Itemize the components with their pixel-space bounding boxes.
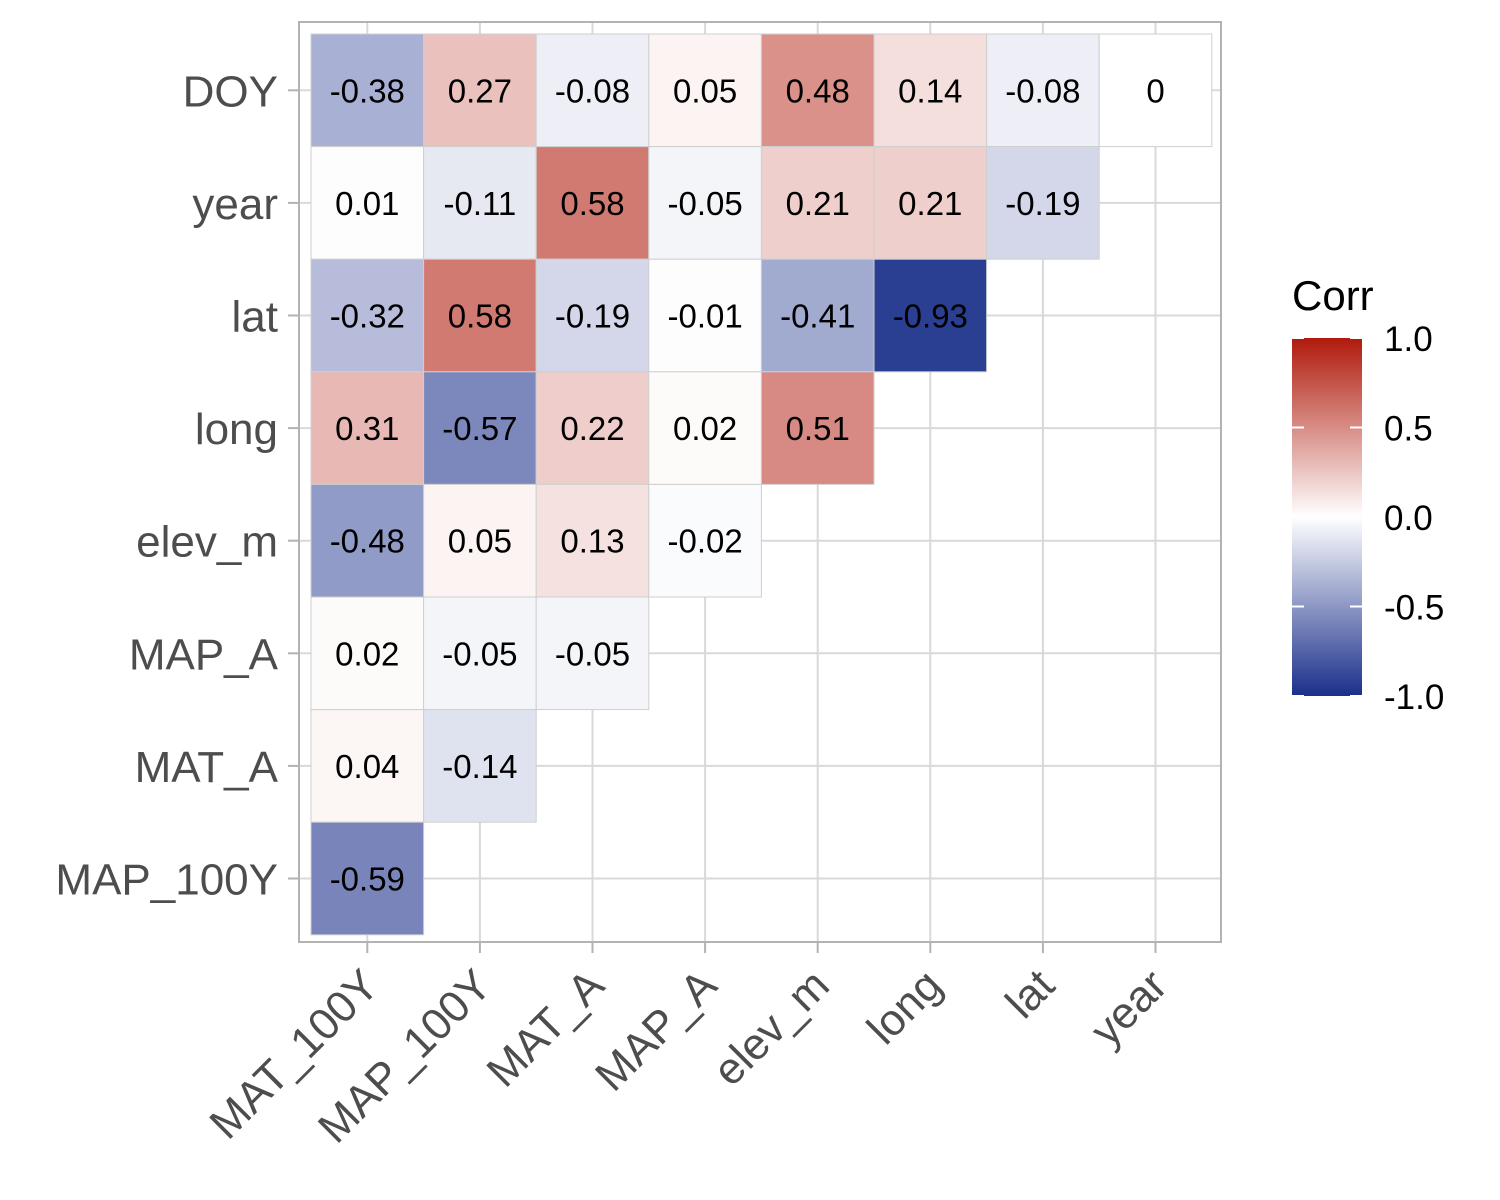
y-tick-label: elev_m (136, 518, 278, 567)
x-tick-label: MAT_A (477, 960, 614, 1097)
heatmap-cell (648, 33, 762, 148)
y-tick-label: MAP_A (129, 630, 279, 679)
cell-value-label: 0.21 (898, 185, 962, 222)
cell-value-label: 0.27 (448, 72, 512, 109)
cell-value-label: -0.01 (667, 298, 742, 335)
legend-title: Corr (1292, 272, 1374, 319)
cell-value-label: 0.31 (335, 410, 399, 447)
heatmap-cell (873, 258, 988, 373)
cell-value-label: -0.38 (330, 72, 405, 109)
heatmap-cell (648, 371, 762, 485)
heatmap-cell (535, 146, 650, 260)
cell-value-label: 0 (1146, 72, 1164, 109)
heatmap-cell (873, 33, 988, 148)
heatmap-cell (310, 483, 425, 598)
cell-value-label: -0.41 (780, 298, 855, 335)
x-tick-label: year (1081, 960, 1176, 1055)
cell-value-label: -0.59 (330, 861, 405, 898)
heatmap-cell (648, 146, 762, 260)
heatmap-cell (310, 33, 425, 148)
heatmap-cells: -0.38 0.27 -0.08 0.05 0.48 0.14 -0.08 0 0.01 -0.1… (310, 33, 1213, 936)
x-tick-label: long (858, 960, 951, 1053)
cell-value-label: 0.01 (335, 185, 399, 222)
heatmap-cell (423, 596, 537, 711)
y-tick-label: lat (232, 293, 278, 342)
cell-value-label: 0.51 (786, 410, 850, 447)
x-tick-label: elev_m (704, 960, 839, 1095)
x-tick-label: lat (996, 960, 1064, 1028)
cell-value-label: -0.32 (330, 298, 405, 335)
cell-value-label: -0.57 (442, 410, 517, 447)
y-tick-label: MAT_A (135, 743, 279, 792)
y-tick-label: MAP_100Y (55, 856, 278, 905)
heatmap-cell (986, 33, 1100, 148)
heatmap-cell (423, 483, 537, 598)
cell-value-label: 0.22 (560, 410, 624, 447)
cell-value-label: 0.14 (898, 72, 962, 109)
cell-value-label: -0.19 (555, 298, 630, 335)
panel-border (298, 21, 1222, 943)
legend: Corr 1.0 0.5 0.0 -0.5 -1.0 (1292, 272, 1444, 717)
y-tick-label: long (195, 405, 278, 454)
heatmap-cell (423, 709, 537, 823)
heatmap-cell (760, 371, 875, 485)
cell-value-label: 0.48 (786, 72, 850, 109)
cell-value-label: -0.93 (893, 298, 968, 335)
legend-tick-label: -0.5 (1384, 589, 1444, 628)
heatmap-cell (310, 146, 425, 260)
heatmap-cell (760, 258, 875, 373)
cell-value-label: -0.08 (1005, 72, 1080, 109)
cell-value-label: -0.05 (442, 635, 517, 672)
legend-tick-label: 1.0 (1384, 320, 1433, 359)
heatmap-cell (423, 371, 537, 485)
heatmap-cell (423, 146, 537, 260)
cell-value-label: -0.05 (555, 635, 630, 672)
heatmap-cell (535, 258, 650, 373)
heatmap-cell (1098, 33, 1213, 148)
heatmap-cell (310, 596, 425, 711)
cell-value-label: 0.21 (786, 185, 850, 222)
cell-value-label: 0.58 (560, 185, 624, 222)
heatmap-cell (310, 258, 425, 373)
heatmap-cell (986, 146, 1100, 260)
legend-tick-label: 0.5 (1384, 410, 1433, 449)
heatmap-cell (310, 371, 425, 485)
heatmap-cell (760, 33, 875, 148)
heatmap-cell (310, 821, 425, 936)
x-tick-label: MAP_A (586, 960, 727, 1101)
cell-value-label: -0.48 (330, 523, 405, 560)
y-tick-label: year (192, 180, 278, 229)
heatmap-cell (873, 146, 988, 260)
cell-value-label: 0.02 (673, 410, 737, 447)
cell-value-label: -0.14 (442, 748, 517, 785)
heatmap-cell (648, 258, 762, 373)
cell-value-label: -0.19 (1005, 185, 1080, 222)
legend-tick-label: 0.0 (1384, 499, 1433, 538)
cell-value-label: -0.05 (667, 185, 742, 222)
heatmap-cell (310, 709, 425, 823)
cell-value-label: 0.05 (448, 523, 512, 560)
heatmap-cell (760, 146, 875, 260)
cell-value-label: 0.02 (335, 635, 399, 672)
cell-value-label: -0.02 (667, 523, 742, 560)
heatmap-cell (535, 596, 650, 711)
y-tick-label: DOY (183, 67, 278, 116)
cell-value-label: 0.13 (560, 523, 624, 560)
heatmap-cell (648, 483, 762, 598)
cell-value-label: 0.58 (448, 298, 512, 335)
cell-value-label: -0.08 (555, 72, 630, 109)
cell-value-label: 0.04 (335, 748, 399, 785)
cell-value-label: -0.11 (444, 185, 517, 222)
cell-value-label: 0.05 (673, 72, 737, 109)
legend-tick-label: -1.0 (1384, 678, 1444, 717)
y-axis: DOY year lat long elev_m MAP_A MAT_A MAP_100Y (55, 67, 299, 905)
